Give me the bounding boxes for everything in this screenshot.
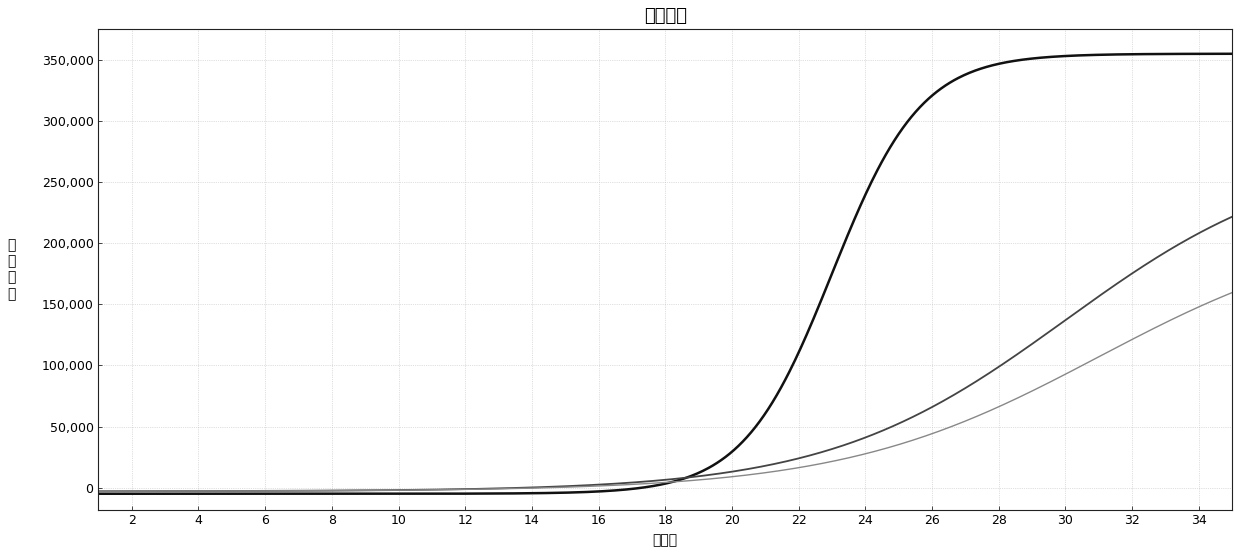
X-axis label: 循环数: 循环数 bbox=[653, 533, 678, 547]
Title: 扩增曲线: 扩增曲线 bbox=[644, 7, 686, 25]
Y-axis label: 荧
光
信
号: 荧 光 信 号 bbox=[7, 238, 15, 301]
